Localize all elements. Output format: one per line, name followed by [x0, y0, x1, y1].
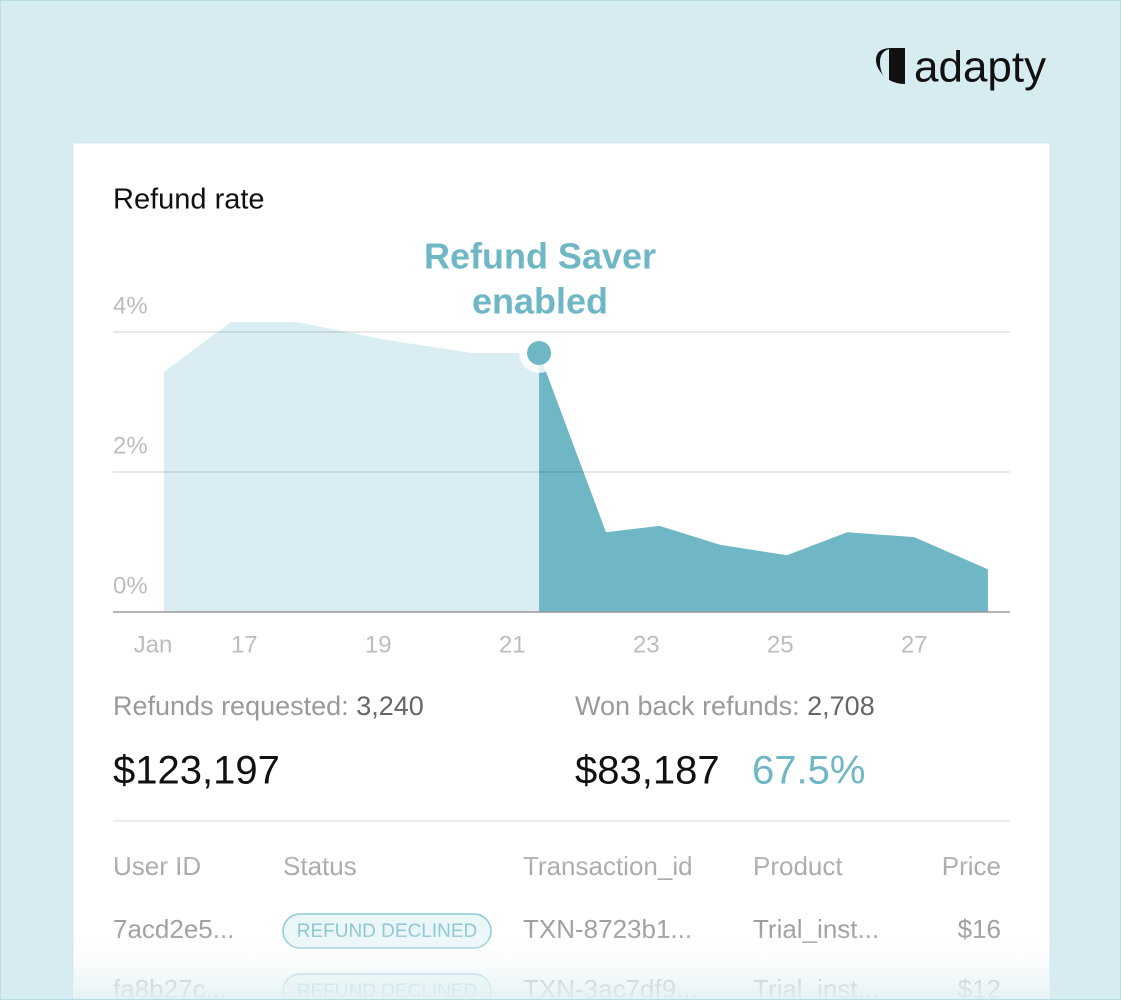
x-tick-label: 27	[901, 631, 928, 658]
stat-label: Refunds requested:	[113, 691, 349, 721]
area	[539, 353, 988, 612]
logo-icon-cut	[880, 49, 889, 80]
stat-label: Refunds requested: 3,240	[113, 691, 424, 721]
x-tick-label: 21	[499, 631, 526, 658]
x-tick-label: 19	[365, 631, 392, 658]
stat-share: 67.5%	[752, 749, 865, 793]
x-tick-label: 17	[231, 631, 258, 658]
y-tick-label: 2%	[113, 432, 148, 459]
area	[163, 322, 540, 612]
x-axis-label: Jan	[134, 631, 173, 658]
x-tick-label: 23	[633, 631, 660, 658]
stat-count: 2,708	[807, 691, 875, 721]
logo: adapty	[876, 43, 1046, 92]
stat-count: 3,240	[356, 691, 424, 721]
fade-top	[74, 822, 1049, 872]
x-tick-label: 25	[767, 631, 794, 658]
stat-label: Won back refunds:	[575, 691, 800, 721]
stat-amount: $123,197	[113, 749, 280, 793]
logo-text: adapty	[914, 43, 1046, 92]
marker	[527, 341, 552, 365]
y-tick-label: 4%	[113, 292, 148, 319]
annotation: enabled	[472, 281, 608, 322]
plot: 0% 2% 4% 17 19 21 23 25 27	[113, 292, 1010, 658]
y-tick-label: 0%	[113, 572, 148, 599]
fade-bottom	[74, 930, 1049, 1000]
chart-title: Refund rate	[113, 184, 265, 216]
annotation: Refund Saver	[424, 236, 656, 277]
stat-amount: $83,187	[575, 749, 720, 793]
stat-label: Won back refunds: 2,708	[575, 691, 875, 721]
